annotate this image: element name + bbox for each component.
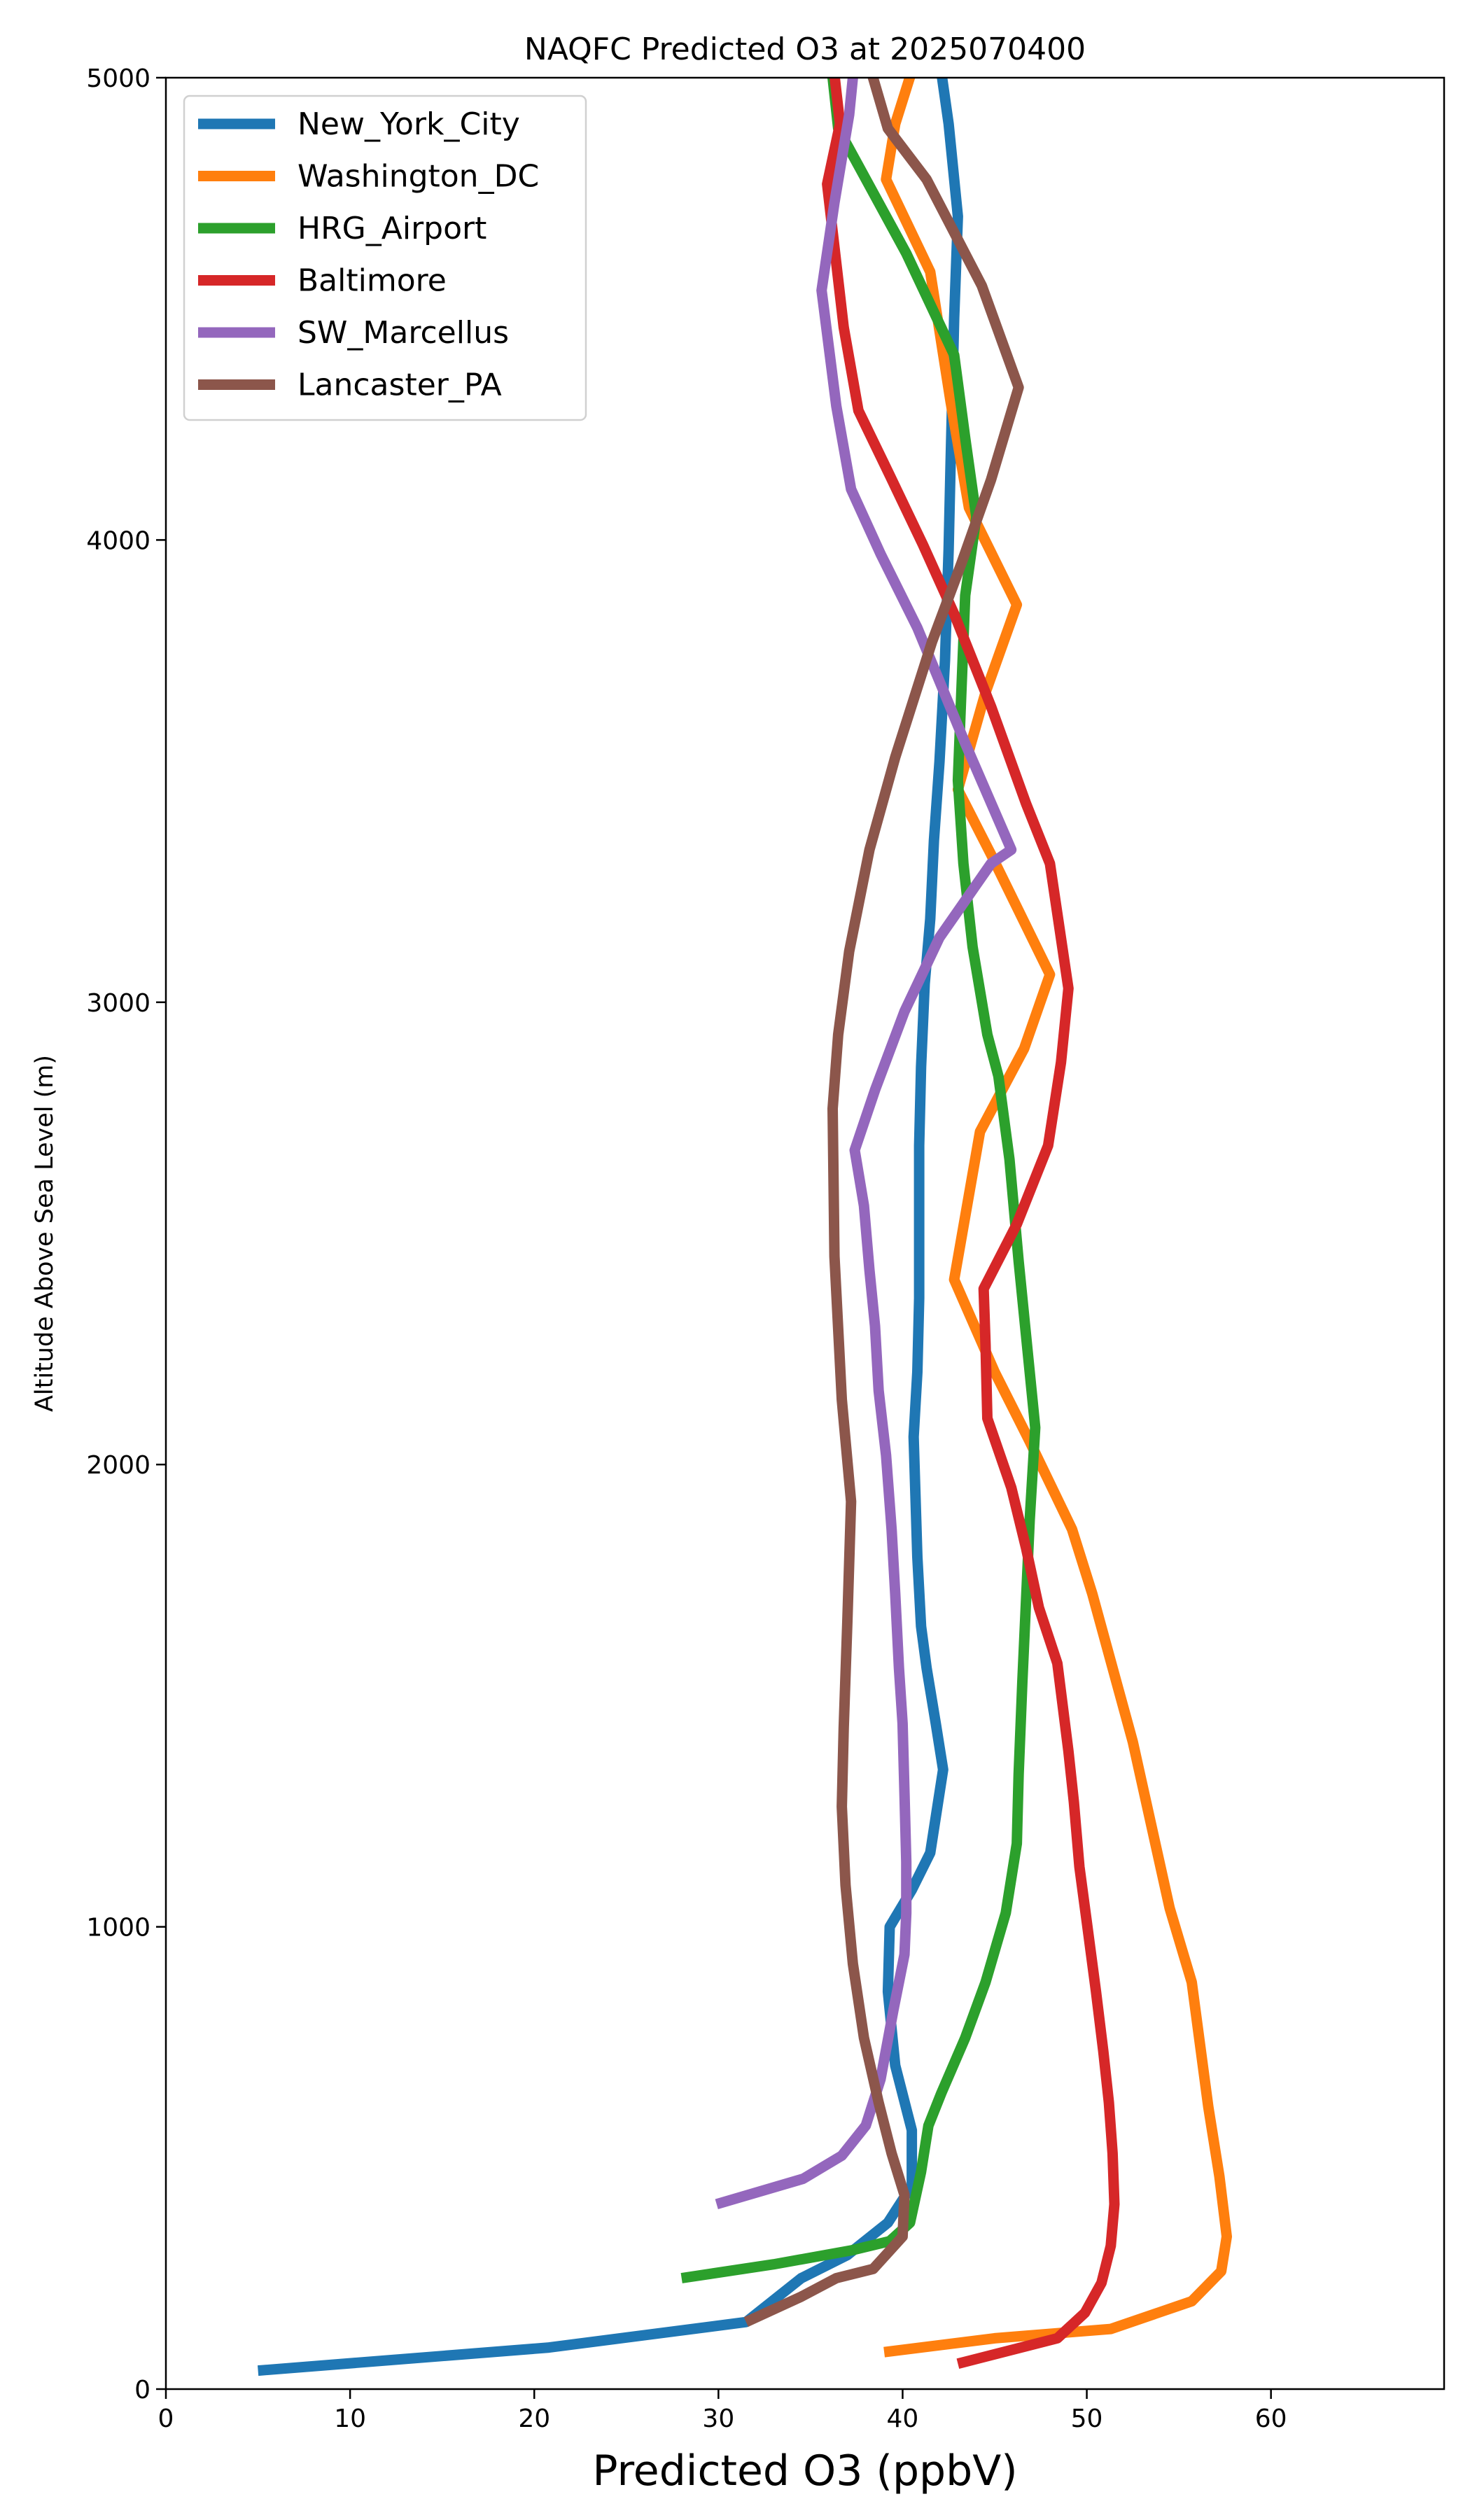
chart-title: NAQFC Predicted O3 at 2025070400 bbox=[524, 31, 1086, 67]
y-tick-label: 3000 bbox=[86, 989, 150, 1018]
y-tick-label: 0 bbox=[134, 2376, 150, 2404]
series-line-sw-marcellus bbox=[715, 78, 1017, 2209]
legend-label: Baltimore bbox=[298, 263, 447, 299]
x-tick-label: 30 bbox=[702, 2404, 734, 2433]
series-layer bbox=[258, 78, 1232, 2376]
legend-label: SW_Marcellus bbox=[298, 315, 509, 351]
x-axis-label: Predicted O3 (ppbV) bbox=[592, 2446, 1017, 2496]
x-tick-label: 0 bbox=[158, 2404, 174, 2433]
y-tick-label: 4000 bbox=[86, 526, 150, 555]
x-axis: 0 10 20 30 40 50 60 bbox=[158, 2389, 1287, 2433]
series-line-baltimore bbox=[822, 78, 1120, 2369]
series-line-hrg-airport bbox=[680, 78, 1041, 2283]
y-tick-label: 1000 bbox=[86, 1914, 150, 1942]
legend: New_York_City Washington_DC HRG_Airport Bal… bbox=[183, 94, 587, 421]
series-line-washington-dc bbox=[881, 78, 1232, 2358]
legend-frame bbox=[183, 94, 587, 421]
y-axis-label: Altitude Above Sea Level (m) bbox=[31, 1055, 59, 1412]
legend-label: Washington_DC bbox=[298, 159, 539, 195]
x-tick-label: 60 bbox=[1255, 2404, 1287, 2433]
y-tick-label: 5000 bbox=[86, 64, 150, 93]
x-tick-label: 10 bbox=[334, 2404, 366, 2433]
y-axis: 0 1000 2000 3000 4000 5000 bbox=[86, 64, 166, 2404]
x-tick-label: 50 bbox=[1071, 2404, 1103, 2433]
legend-label: HRG_Airport bbox=[298, 211, 486, 246]
y-tick-label: 2000 bbox=[86, 1451, 150, 1480]
legend-label: Lancaster_PA bbox=[298, 368, 502, 403]
series-line-lancaster-pa bbox=[743, 78, 1024, 2328]
x-tick-label: 20 bbox=[518, 2404, 550, 2433]
plot-area-frame bbox=[164, 76, 1446, 2390]
x-tick-label: 40 bbox=[887, 2404, 919, 2433]
legend-label: New_York_City bbox=[298, 106, 520, 142]
